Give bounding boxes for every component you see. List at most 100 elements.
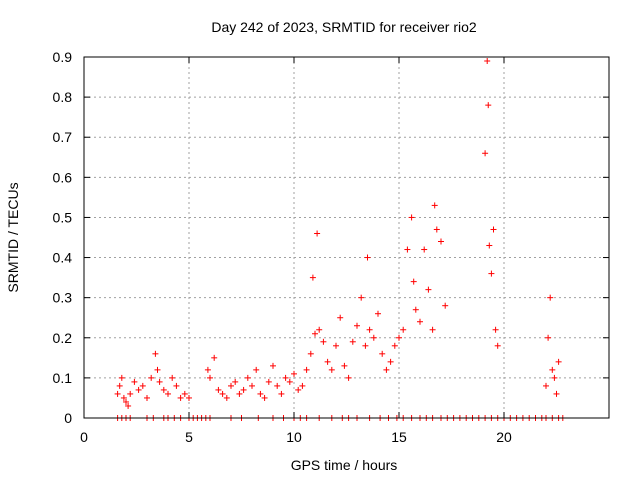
data-point	[295, 386, 302, 393]
data-point	[314, 230, 321, 237]
y-tick-label: 0.4	[53, 250, 73, 266]
data-point	[375, 310, 381, 317]
data-point	[337, 314, 344, 321]
data-point	[545, 334, 552, 341]
data-point	[123, 398, 129, 405]
data-point	[291, 370, 297, 377]
data-point	[120, 394, 127, 401]
data-point	[253, 366, 260, 373]
data-point	[116, 382, 123, 389]
data-point	[490, 226, 497, 233]
data-point	[345, 374, 352, 381]
data-point	[421, 246, 428, 253]
y-tick-label: 0	[64, 410, 72, 426]
data-point	[232, 378, 239, 385]
x-tick-label: 15	[391, 429, 407, 445]
data-point	[484, 58, 491, 65]
data-point	[547, 294, 554, 301]
data-point	[181, 390, 188, 397]
data-point	[553, 390, 560, 397]
data-point	[240, 386, 247, 393]
data-point	[486, 242, 493, 249]
data-point	[410, 278, 417, 285]
data-point	[307, 350, 314, 357]
data-point	[379, 350, 386, 357]
data-point	[364, 254, 371, 261]
data-point	[482, 150, 489, 157]
data-point	[400, 326, 407, 333]
data-point	[370, 334, 377, 341]
data-point	[492, 326, 499, 333]
data-point	[223, 394, 230, 401]
data-point	[543, 382, 549, 389]
data-point	[354, 322, 360, 329]
data-point	[186, 394, 192, 401]
y-tick-label: 0.7	[53, 129, 73, 145]
data-point	[383, 366, 390, 373]
data-point	[282, 374, 289, 381]
data-point	[144, 394, 150, 401]
data-point	[152, 350, 159, 357]
y-tick-label: 0.8	[53, 89, 73, 105]
data-point	[131, 378, 138, 385]
data-point	[219, 390, 226, 397]
chart-title: Day 242 of 2023, SRMTID for receiver rio…	[211, 19, 477, 35]
data-point	[362, 342, 369, 349]
data-point	[139, 382, 146, 389]
data-point	[177, 394, 184, 401]
data-point	[278, 390, 285, 397]
data-point	[286, 378, 293, 385]
data-point	[404, 246, 411, 253]
data-point	[257, 390, 264, 397]
data-point	[324, 358, 331, 365]
data-point	[341, 362, 348, 369]
data-point	[261, 394, 268, 401]
data-point	[488, 270, 495, 277]
y-axis-label: SRMTID / TECUs	[5, 182, 21, 292]
data-point	[485, 102, 492, 109]
data-point	[215, 386, 222, 393]
data-point	[303, 366, 310, 373]
data-point	[333, 342, 339, 349]
data-point	[408, 214, 415, 221]
data-point	[204, 366, 211, 373]
data-point	[165, 390, 171, 397]
data-point	[309, 274, 316, 281]
data-point	[433, 226, 440, 233]
data-point	[442, 302, 449, 309]
data-point	[160, 386, 167, 393]
x-tick-label: 10	[286, 429, 302, 445]
data-point	[425, 286, 432, 293]
data-point	[549, 366, 556, 373]
x-axis-label: GPS time / hours	[291, 457, 398, 473]
data-point	[211, 354, 218, 361]
data-point	[236, 390, 243, 397]
data-point	[312, 330, 318, 337]
plot-frame	[83, 56, 610, 419]
data-point	[417, 318, 423, 325]
data-point	[173, 382, 180, 389]
y-tick-label: 0.1	[53, 370, 73, 386]
data-point	[127, 390, 134, 397]
data-point	[429, 326, 436, 333]
y-tick-label: 0.5	[53, 209, 73, 225]
data-point	[169, 374, 176, 381]
data-point	[494, 342, 501, 349]
data-point	[391, 342, 398, 349]
x-tick-label: 0	[80, 429, 88, 445]
data-point	[387, 358, 394, 365]
data-point	[358, 294, 365, 301]
axis-ticks: 0 0.1 0.2 0.3 0.4 0.5 0.6 0.7 0.8 0.9 0 5 10 15 20	[53, 49, 609, 445]
data-point	[396, 334, 402, 341]
data-point	[135, 386, 142, 393]
data-point	[555, 358, 562, 365]
data-point	[366, 326, 373, 333]
data-point	[438, 238, 444, 245]
data-point	[551, 374, 558, 381]
data-point	[299, 382, 306, 389]
y-tick-label: 0.9	[53, 49, 73, 65]
data-point	[249, 382, 255, 389]
data-point	[207, 374, 213, 381]
gridlines	[84, 56, 609, 418]
